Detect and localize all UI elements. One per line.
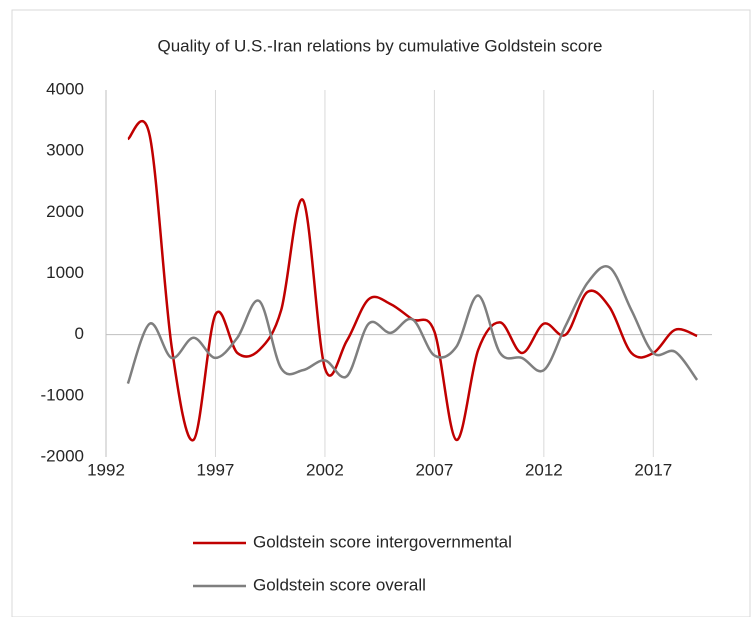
x-tick-label: 2007 bbox=[415, 460, 453, 479]
series-line bbox=[126, 265, 699, 385]
y-tick-label: 3000 bbox=[46, 141, 84, 160]
x-tick-label: 2002 bbox=[306, 460, 344, 479]
x-tick-label: 2012 bbox=[525, 460, 563, 479]
x-tick-label: 2017 bbox=[634, 460, 672, 479]
y-tick-label: -2000 bbox=[41, 446, 84, 465]
y-tick-label: -1000 bbox=[41, 385, 84, 404]
y-tick-label: 1000 bbox=[46, 263, 84, 282]
y-tick-label: 4000 bbox=[46, 79, 84, 98]
y-tick-label: 2000 bbox=[46, 202, 84, 221]
chart-title: Quality of U.S.-Iran relations by cumula… bbox=[157, 36, 602, 55]
series-line bbox=[127, 119, 698, 442]
x-tick-label: 1997 bbox=[197, 460, 235, 479]
x-tick-label: 1992 bbox=[87, 460, 125, 479]
legend-label: Goldstein score intergovernmental bbox=[253, 532, 512, 551]
chart-frame bbox=[11, 9, 751, 618]
y-tick-label: 0 bbox=[75, 324, 84, 343]
legend-label: Goldstein score overall bbox=[253, 575, 426, 594]
